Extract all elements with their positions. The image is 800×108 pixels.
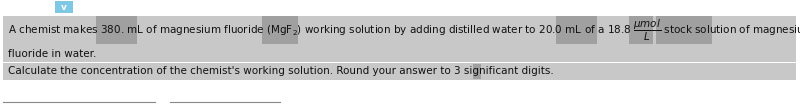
FancyBboxPatch shape (557, 16, 598, 44)
FancyBboxPatch shape (656, 16, 712, 44)
Text: v: v (61, 2, 67, 11)
FancyBboxPatch shape (3, 16, 796, 62)
FancyBboxPatch shape (96, 16, 137, 44)
Text: A chemist makes 380. mL of magnesium fluoride $\left(\mathregular{MgF}_2\right)$: A chemist makes 380. mL of magnesium flu… (8, 17, 800, 43)
FancyBboxPatch shape (262, 16, 298, 44)
Text: Calculate the concentration of the chemist's working solution. Round your answer: Calculate the concentration of the chemi… (8, 66, 554, 76)
FancyBboxPatch shape (3, 63, 796, 80)
FancyBboxPatch shape (474, 64, 481, 79)
FancyBboxPatch shape (629, 16, 653, 44)
FancyBboxPatch shape (55, 1, 73, 13)
Text: fluoride in water.: fluoride in water. (8, 49, 96, 59)
